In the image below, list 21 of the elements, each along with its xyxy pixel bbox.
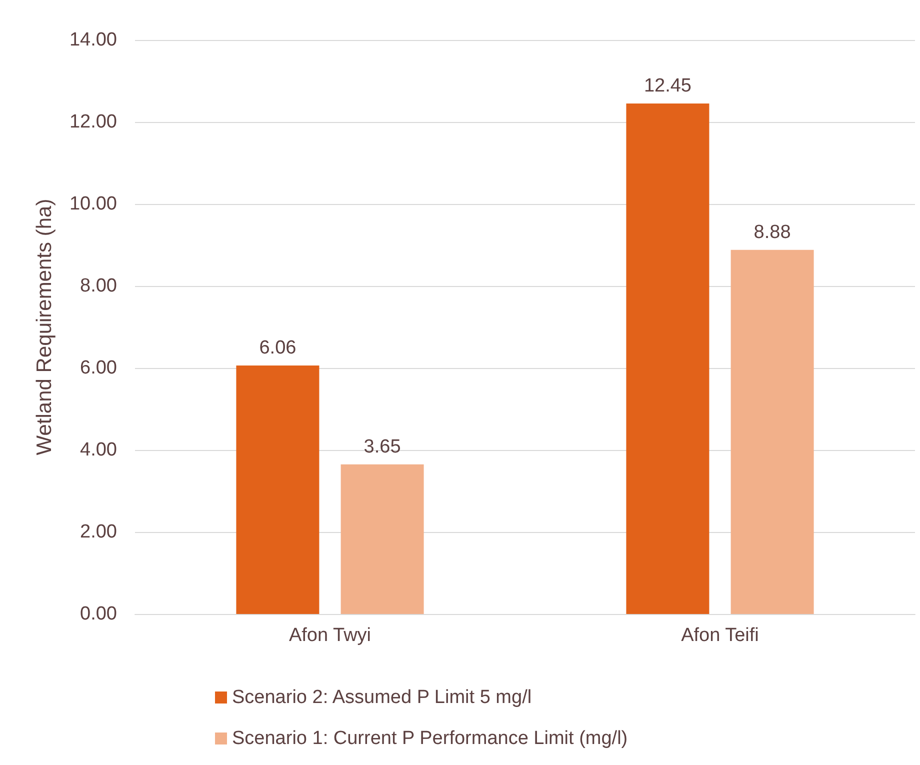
data-label: 12.45 (644, 76, 692, 97)
y-axis-title: Wetland Requirements (ha) (33, 198, 56, 456)
y-tick-label: 14.00 (69, 30, 117, 50)
bar (730, 250, 814, 614)
legend-label: Scenario 1: Current P Performance Limit (mg/l) (232, 728, 628, 749)
y-tick-label: 8.00 (80, 276, 117, 296)
y-tick-label: 6.00 (80, 358, 117, 378)
bar (626, 104, 710, 614)
y-tick-label: 2.00 (80, 522, 117, 542)
bar (236, 366, 320, 614)
bar (340, 464, 424, 614)
x-tick-label: Afon Twyi (288, 625, 372, 646)
legend-label: Scenario 2: Assumed P Limit 5 mg/l (232, 687, 532, 708)
y-tick-label: 4.00 (80, 440, 117, 460)
y-tick-label: 12.00 (69, 112, 117, 132)
data-label: 8.88 (754, 222, 791, 243)
data-label: 3.65 (364, 436, 401, 458)
x-tick-label: Afon Teifi (681, 625, 759, 646)
data-label: 6.06 (259, 338, 296, 359)
y-tick-label: 0.00 (80, 604, 117, 624)
y-tick-label: 10.00 (69, 194, 117, 214)
